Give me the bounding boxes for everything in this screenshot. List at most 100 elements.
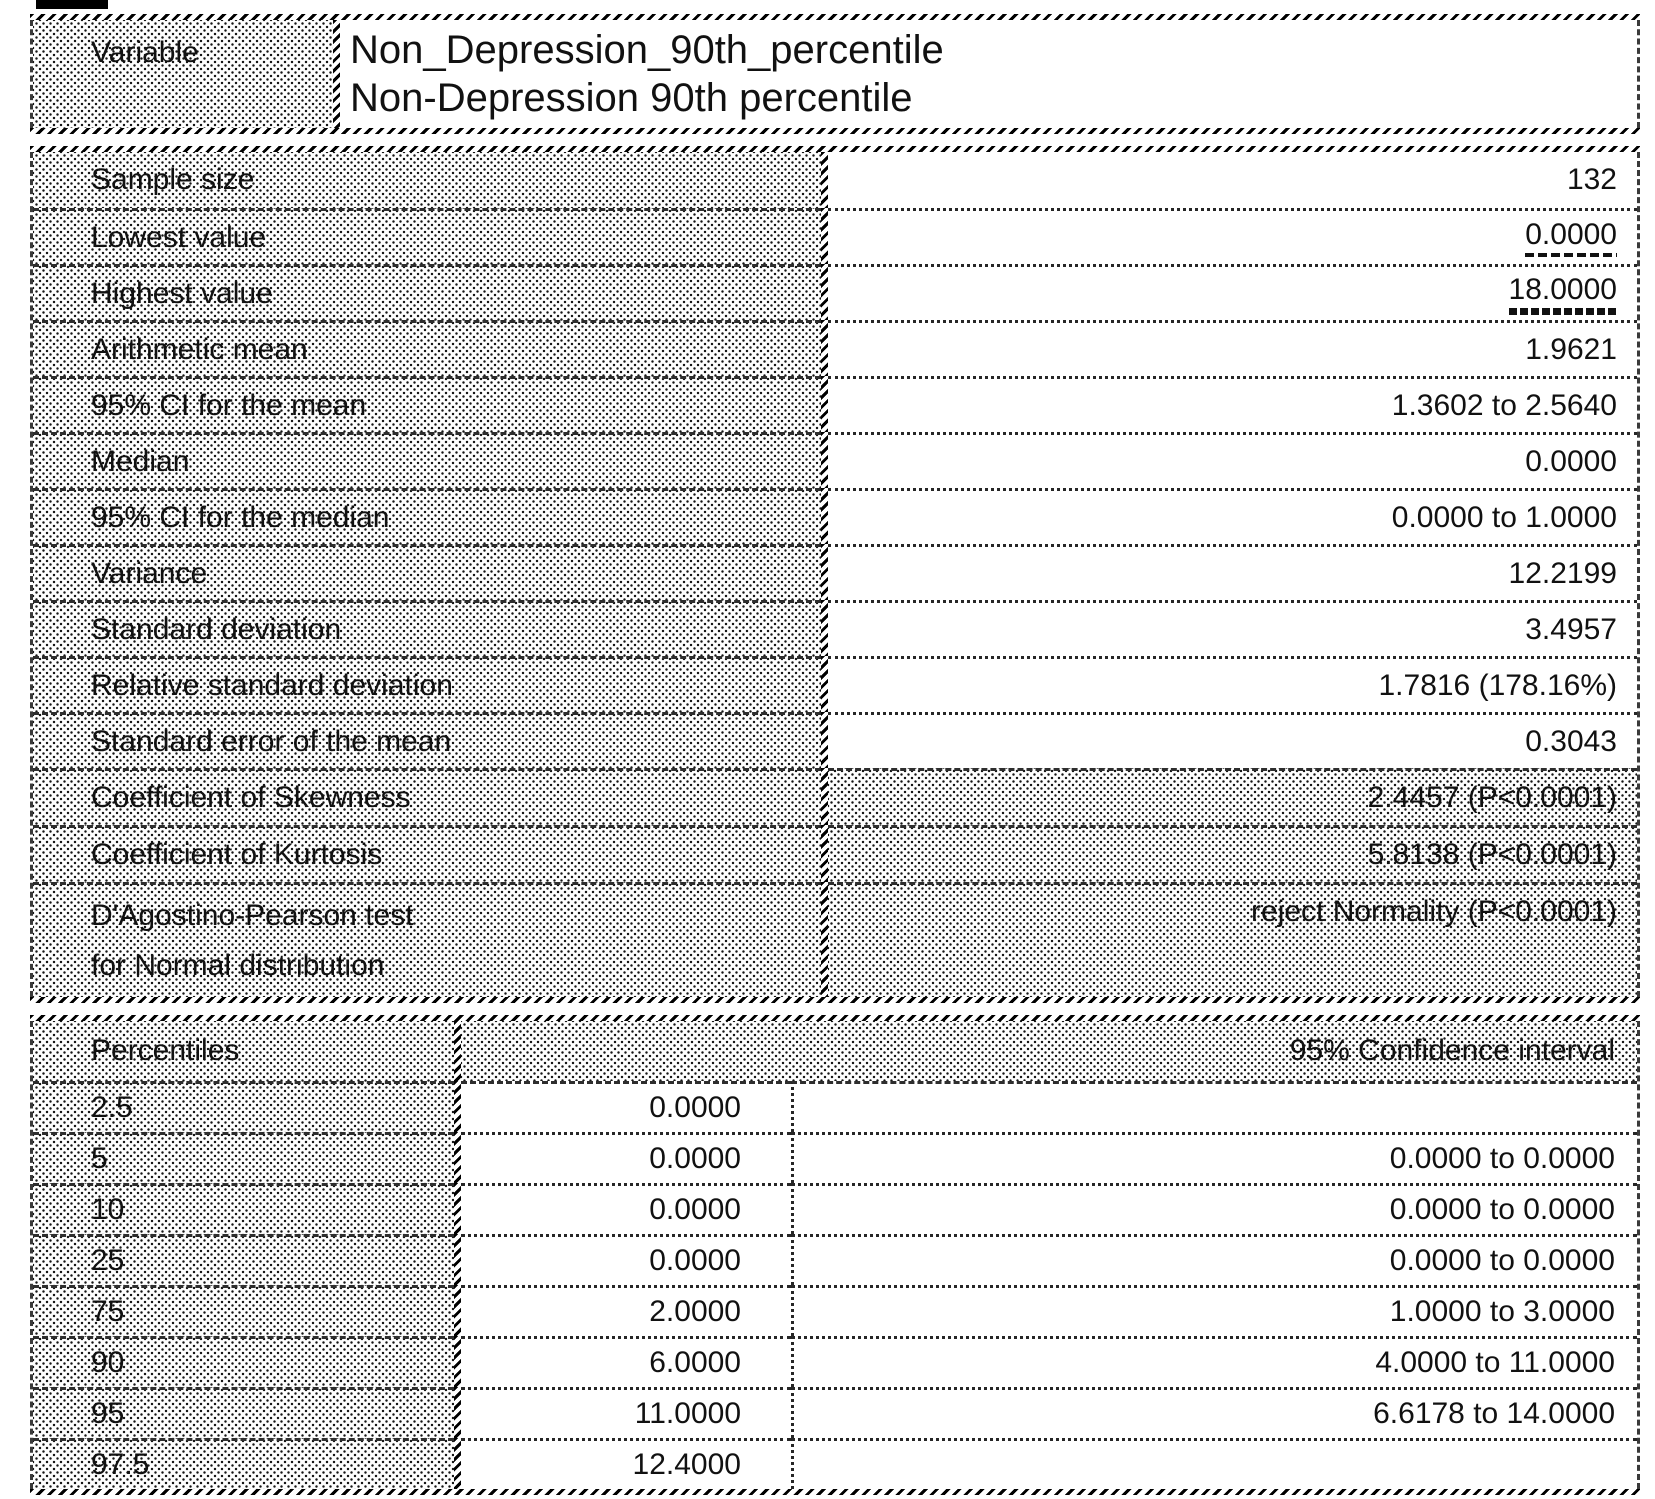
table-border-top <box>30 1015 1640 1021</box>
confidence-interval-header: 95% Confidence interval <box>461 1021 1637 1081</box>
stat-value: 2.4457 (P<0.0001) <box>828 768 1637 825</box>
percentile-value: 0.0000 <box>461 1234 791 1285</box>
table-row: Sample size 132 <box>33 152 1637 208</box>
column-divider <box>454 1336 461 1387</box>
column-divider <box>454 1387 461 1438</box>
percentile-value: 6.0000 <box>461 1336 791 1387</box>
column-divider <box>821 488 828 544</box>
table-row: Variance 12.2199 <box>33 544 1637 600</box>
percentile-ci: 4.0000 to 11.0000 <box>791 1336 1637 1387</box>
summary-statistics-table: Sample size 132 Lowest value 0.0000 High… <box>30 152 1640 997</box>
column-divider <box>821 208 828 264</box>
stat-value: 0.0000 <box>828 208 1637 264</box>
table-row: 95% CI for the mean 1.3602 to 2.5640 <box>33 376 1637 432</box>
percentile-value: 0.0000 <box>461 1132 791 1183</box>
percentile-label: 90 <box>33 1336 454 1387</box>
variable-value: Non_Depression_90th_percentile Non-Depre… <box>340 20 1637 128</box>
stat-value: 1.7816 (178.16%) <box>828 656 1637 712</box>
column-divider <box>821 825 828 882</box>
percentile-value: 2.0000 <box>461 1285 791 1336</box>
table-row-highlighted: Coefficient of Skewness 2.4457 (P<0.0001… <box>33 768 1637 825</box>
table-border-top <box>30 146 1640 152</box>
percentile-label: 5 <box>33 1132 454 1183</box>
percentile-ci: 6.6178 to 14.0000 <box>791 1387 1637 1438</box>
column-divider <box>821 544 828 600</box>
percentile-label: 2.5 <box>33 1081 454 1132</box>
column-divider <box>454 1081 461 1132</box>
column-divider <box>454 1234 461 1285</box>
table-border-top <box>30 14 1640 20</box>
column-divider <box>454 1021 461 1081</box>
column-divider <box>333 20 340 128</box>
stat-label: Median <box>33 432 821 488</box>
percentile-row: 75 2.0000 1.0000 to 3.0000 <box>33 1285 1637 1336</box>
table-row: Lowest value 0.0000 <box>33 208 1637 264</box>
percentile-row: 25 0.0000 0.0000 to 0.0000 <box>33 1234 1637 1285</box>
highest-value-link[interactable]: 18.0000 <box>1508 272 1617 315</box>
stat-value: 1.9621 <box>828 320 1637 376</box>
percentile-row: 10 0.0000 0.0000 to 0.0000 <box>33 1183 1637 1234</box>
stat-label: Highest value <box>33 264 821 320</box>
column-divider <box>454 1183 461 1234</box>
percentile-label: 95 <box>33 1387 454 1438</box>
table-row: Standard deviation 3.4957 <box>33 600 1637 656</box>
percentile-value: 11.0000 <box>461 1387 791 1438</box>
stat-value: 1.3602 to 2.5640 <box>828 376 1637 432</box>
percentile-value: 12.4000 <box>461 1438 791 1489</box>
percentiles-table: Percentiles 95% Confidence interval 2.5 … <box>30 1021 1640 1489</box>
table-row: Highest value 18.0000 <box>33 264 1637 320</box>
stat-label-line1: D'Agostino-Pearson test <box>91 899 414 932</box>
column-divider <box>821 152 828 208</box>
stat-value: reject Normality (P<0.0001) <box>828 882 1637 997</box>
percentile-ci: 1.0000 to 3.0000 <box>791 1285 1637 1336</box>
percentile-row: 90 6.0000 4.0000 to 11.0000 <box>33 1336 1637 1387</box>
table-row-highlighted: Coefficient of Kurtosis 5.8138 (P<0.0001… <box>33 825 1637 882</box>
column-divider <box>821 768 828 825</box>
table-row: Median 0.0000 <box>33 432 1637 488</box>
variable-label: Variable <box>33 20 333 128</box>
percentile-row: 2.5 0.0000 <box>33 1081 1637 1132</box>
stat-label: Standard error of the mean <box>33 712 821 768</box>
percentile-row: 95 11.0000 6.6178 to 14.0000 <box>33 1387 1637 1438</box>
stat-label-line2: for Normal distribution <box>91 949 385 982</box>
percentiles-header-row: Percentiles 95% Confidence interval <box>33 1021 1637 1081</box>
stat-value: 132 <box>1566 163 1617 196</box>
stat-label: 95% CI for the mean <box>33 376 821 432</box>
percentile-row: 5 0.0000 0.0000 to 0.0000 <box>33 1132 1637 1183</box>
column-divider <box>821 600 828 656</box>
scan-artifact-bar <box>36 0 108 9</box>
stat-value: 5.8138 (P<0.0001) <box>828 825 1637 882</box>
percentile-row: 97.5 12.4000 <box>33 1438 1637 1489</box>
stat-label: Variance <box>33 544 821 600</box>
report-content: Variable Non_Depression_90th_percentile … <box>30 0 1640 1495</box>
percentile-ci <box>791 1081 1637 1132</box>
stat-value: 0.0000 to 1.0000 <box>828 488 1637 544</box>
variable-description: Non-Depression 90th percentile <box>350 76 913 120</box>
column-divider <box>821 656 828 712</box>
variable-name: Non_Depression_90th_percentile <box>350 28 944 72</box>
stat-value: 12.2199 <box>828 544 1637 600</box>
percentile-value: 0.0000 <box>461 1081 791 1132</box>
stat-value: 3.4957 <box>828 600 1637 656</box>
column-divider <box>454 1132 461 1183</box>
stat-value: 0.3043 <box>828 712 1637 768</box>
percentile-label: 25 <box>33 1234 454 1285</box>
table-row: Arithmetic mean 1.9621 <box>33 320 1637 376</box>
column-divider <box>454 1285 461 1336</box>
stat-value: 0.0000 <box>828 432 1637 488</box>
stat-label: Coefficient of Kurtosis <box>33 825 821 882</box>
stat-label: Sample size <box>33 152 821 208</box>
table-row: Relative standard deviation 1.7816 (178.… <box>33 656 1637 712</box>
lowest-value-link[interactable]: 0.0000 <box>1525 218 1617 257</box>
percentile-ci: 0.0000 to 0.0000 <box>791 1132 1637 1183</box>
column-divider <box>821 882 828 997</box>
column-divider <box>821 712 828 768</box>
table-row: Standard error of the mean 0.3043 <box>33 712 1637 768</box>
column-divider <box>821 320 828 376</box>
percentile-label: 75 <box>33 1285 454 1336</box>
table-border-bottom <box>30 997 1640 1003</box>
percentile-value: 0.0000 <box>461 1183 791 1234</box>
stat-label: 95% CI for the median <box>33 488 821 544</box>
table-border-bottom <box>30 1489 1640 1495</box>
